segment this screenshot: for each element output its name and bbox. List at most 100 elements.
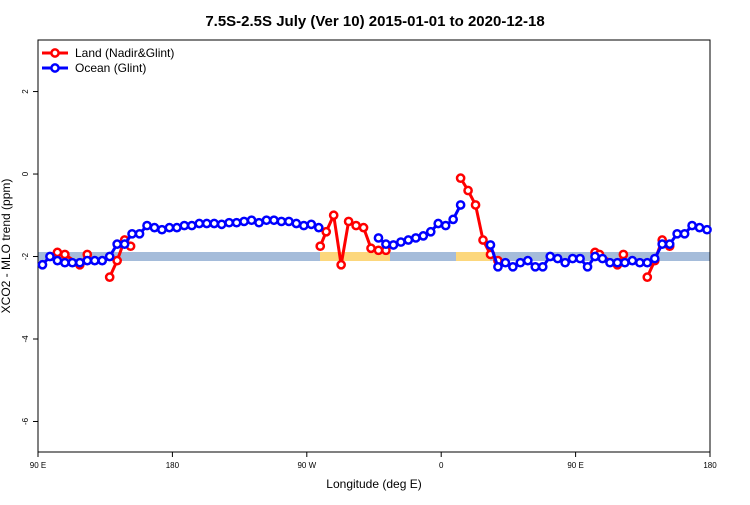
x-tick-label: 90 E — [567, 461, 583, 470]
point — [649, 253, 660, 264]
point — [597, 253, 608, 264]
point — [522, 255, 533, 266]
point — [687, 220, 697, 231]
point — [567, 253, 578, 264]
point — [560, 257, 570, 268]
y-tick-label: 2 — [21, 89, 30, 94]
point — [545, 251, 556, 262]
point — [455, 200, 466, 210]
point — [463, 185, 473, 196]
y-tick-label: 0 — [21, 171, 30, 176]
point — [381, 239, 391, 249]
x-axis-label: Longitude (deg E) — [326, 477, 421, 491]
point — [664, 239, 675, 249]
point — [448, 214, 458, 225]
point — [672, 228, 682, 239]
point — [694, 222, 705, 233]
point — [306, 219, 317, 230]
point — [440, 220, 451, 231]
point — [605, 257, 615, 268]
point — [157, 224, 167, 235]
point — [321, 226, 332, 237]
surface-strip — [38, 252, 710, 261]
point — [403, 235, 414, 245]
chart-title: 7.5S-2.5S July (Ver 10) 2015-01-01 to 20… — [205, 13, 544, 30]
point — [142, 220, 152, 231]
point — [246, 215, 257, 226]
y-axis-label: XCO2 - MLO trend (ppm) — [0, 179, 13, 314]
point — [52, 247, 63, 258]
point — [164, 222, 175, 233]
y-tick-label: -6 — [21, 417, 30, 425]
legend-label: Ocean (Glint) — [75, 61, 146, 75]
point — [134, 228, 145, 239]
point — [186, 220, 197, 231]
point — [582, 261, 593, 272]
point — [104, 251, 115, 262]
legend-marker — [50, 63, 60, 73]
legend-marker — [50, 48, 60, 58]
point — [552, 253, 563, 264]
point — [261, 215, 272, 226]
point — [254, 217, 264, 228]
point — [351, 220, 361, 231]
point — [284, 216, 294, 227]
point — [291, 218, 302, 229]
point — [657, 239, 668, 249]
point — [60, 257, 70, 268]
point — [642, 272, 653, 282]
point — [455, 173, 466, 184]
point — [612, 257, 623, 268]
point — [425, 226, 436, 237]
point — [149, 222, 160, 233]
point — [620, 257, 630, 268]
y-tick-label: -2 — [21, 252, 30, 260]
point — [194, 218, 205, 229]
point — [276, 216, 287, 227]
point — [112, 255, 122, 266]
point — [500, 257, 511, 268]
point — [618, 249, 629, 260]
point — [45, 251, 55, 262]
point — [231, 217, 242, 228]
point — [373, 245, 384, 256]
point — [269, 215, 279, 226]
point — [67, 257, 78, 268]
point — [97, 255, 108, 266]
point — [74, 257, 85, 268]
point — [336, 259, 346, 270]
point — [642, 257, 653, 268]
point — [470, 200, 481, 210]
x-tick-label: 0 — [439, 461, 444, 470]
y-tick-label: -4 — [21, 335, 30, 343]
point — [537, 261, 548, 272]
point — [328, 210, 339, 221]
point — [343, 216, 354, 227]
point — [478, 235, 488, 245]
point — [52, 255, 63, 266]
point — [89, 255, 100, 266]
point — [418, 231, 429, 241]
x-tick-label: 180 — [703, 461, 717, 470]
point — [493, 261, 503, 272]
point — [60, 249, 70, 260]
x-tick-label: 90 E — [30, 461, 46, 470]
point — [515, 257, 526, 268]
point — [224, 217, 234, 228]
point — [485, 240, 496, 250]
point — [315, 241, 326, 252]
point — [201, 218, 212, 229]
point — [104, 272, 115, 282]
point — [388, 240, 399, 250]
land-strip — [456, 252, 490, 261]
point — [396, 237, 406, 247]
point — [627, 255, 638, 266]
point — [530, 261, 541, 272]
x-tick-label: 90 W — [297, 461, 316, 470]
point — [366, 243, 376, 254]
point — [634, 257, 645, 268]
point — [702, 224, 712, 235]
point — [239, 216, 249, 227]
point — [358, 222, 369, 233]
point — [179, 220, 190, 231]
